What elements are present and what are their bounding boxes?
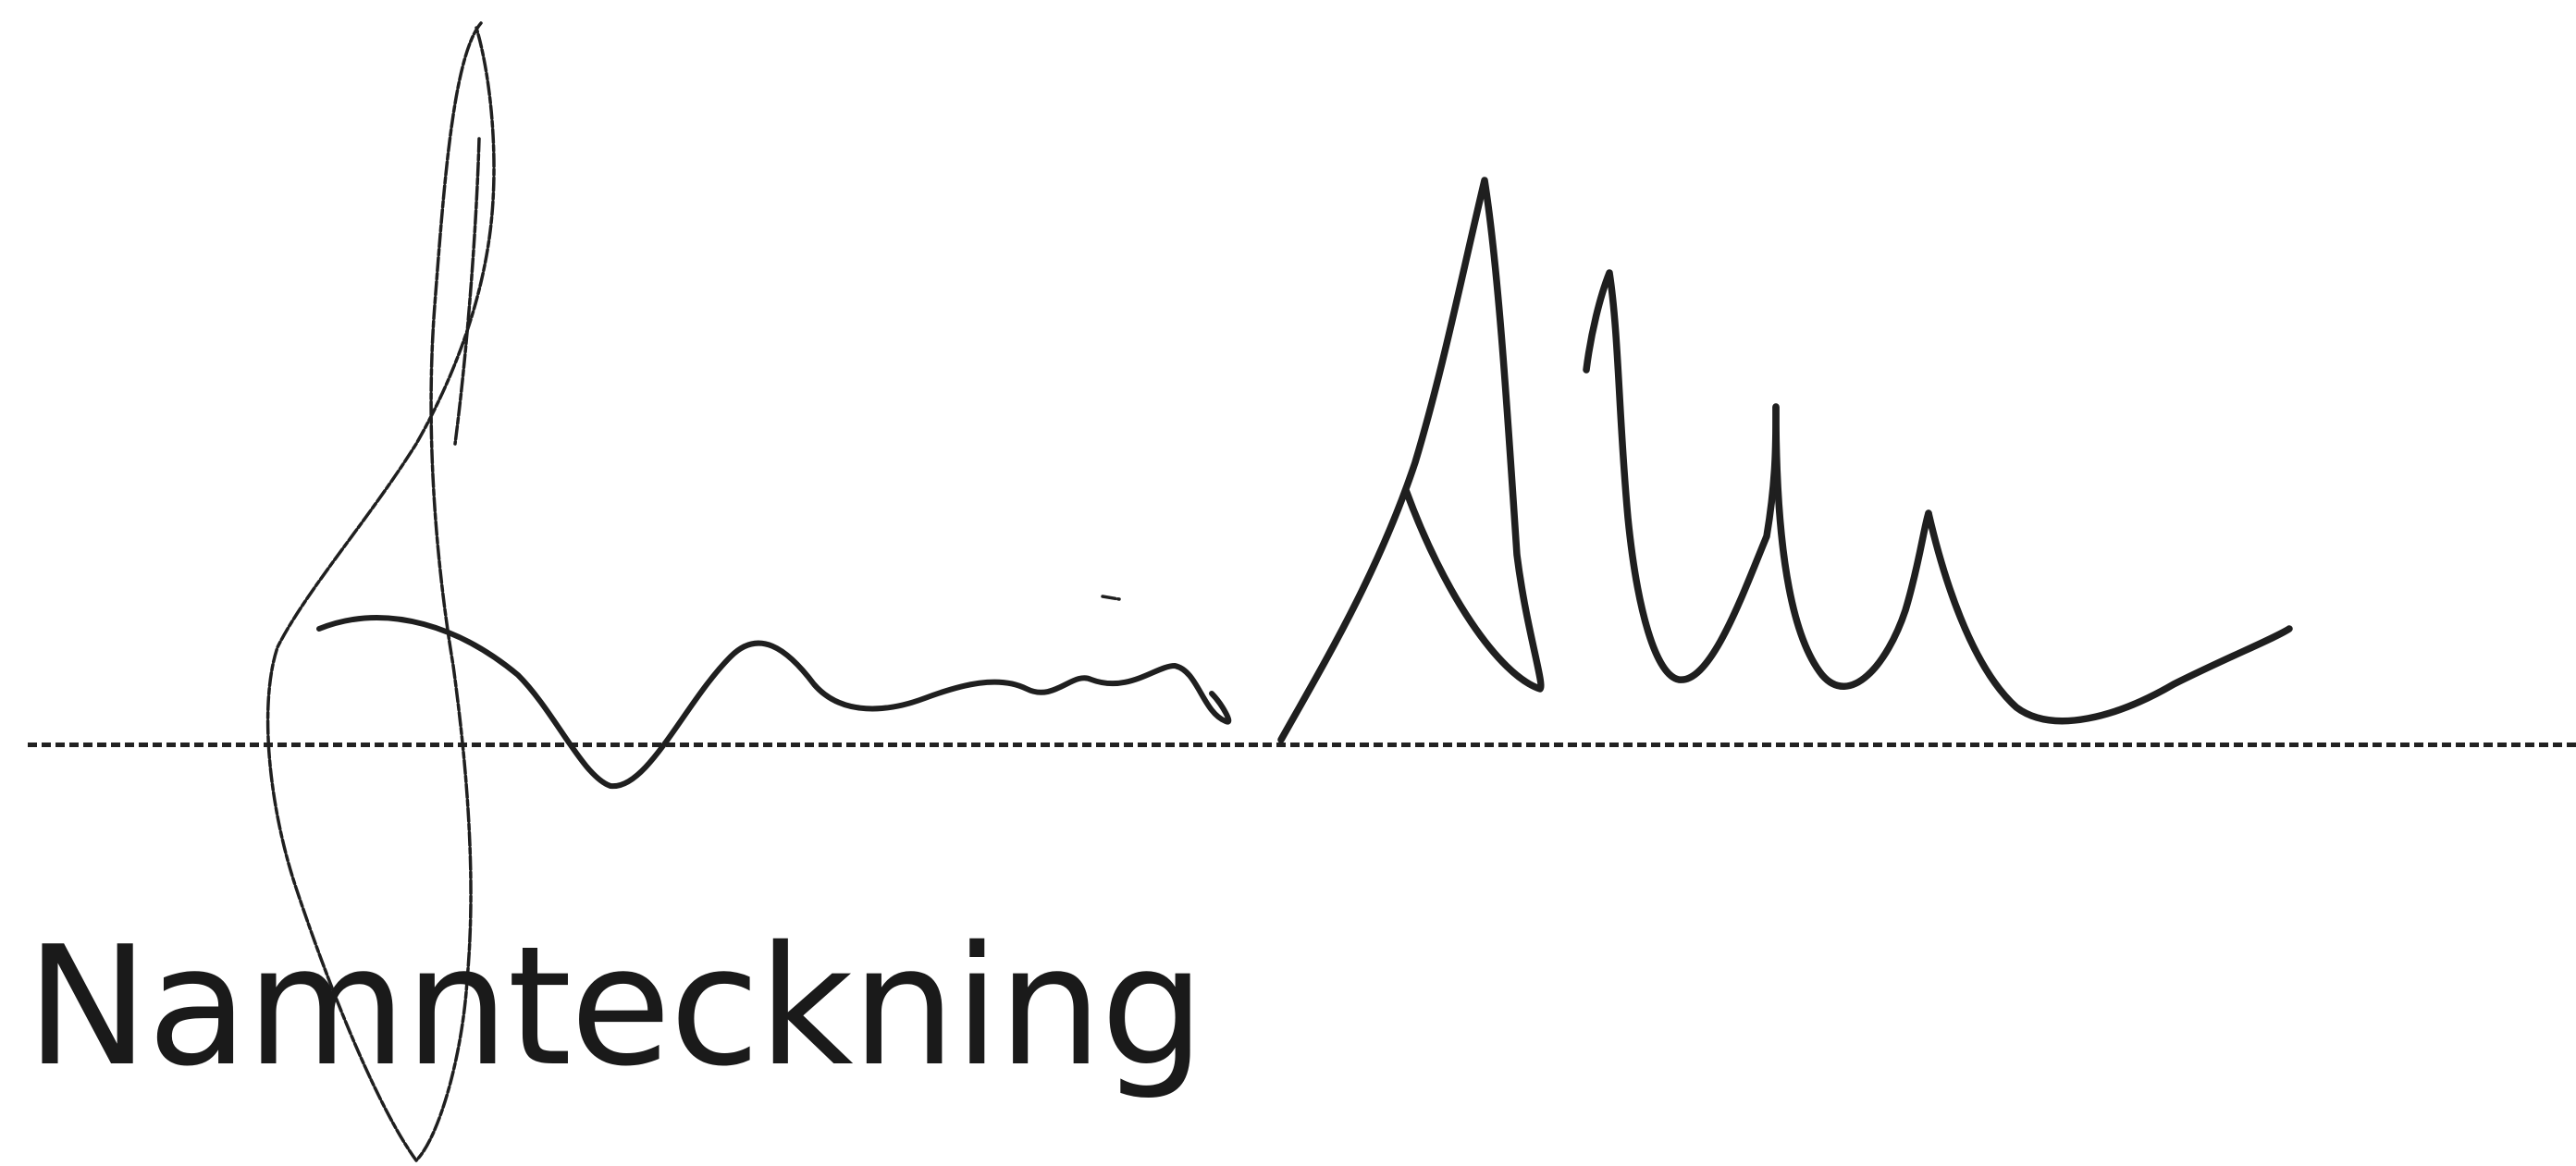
signature-peak-3 [1772,403,1932,690]
signature-line [28,743,2576,747]
signature-label: Namnteckning [26,911,1205,1102]
signature-tail [1925,509,2293,725]
signature-dot [1101,595,1121,601]
signature-peak-1 [1277,177,1545,743]
signature-wave [316,615,1232,790]
signature-loop-left [265,21,496,1162]
signature-stroke-mid [453,137,481,446]
signature-peak-2 [1583,269,1780,683]
